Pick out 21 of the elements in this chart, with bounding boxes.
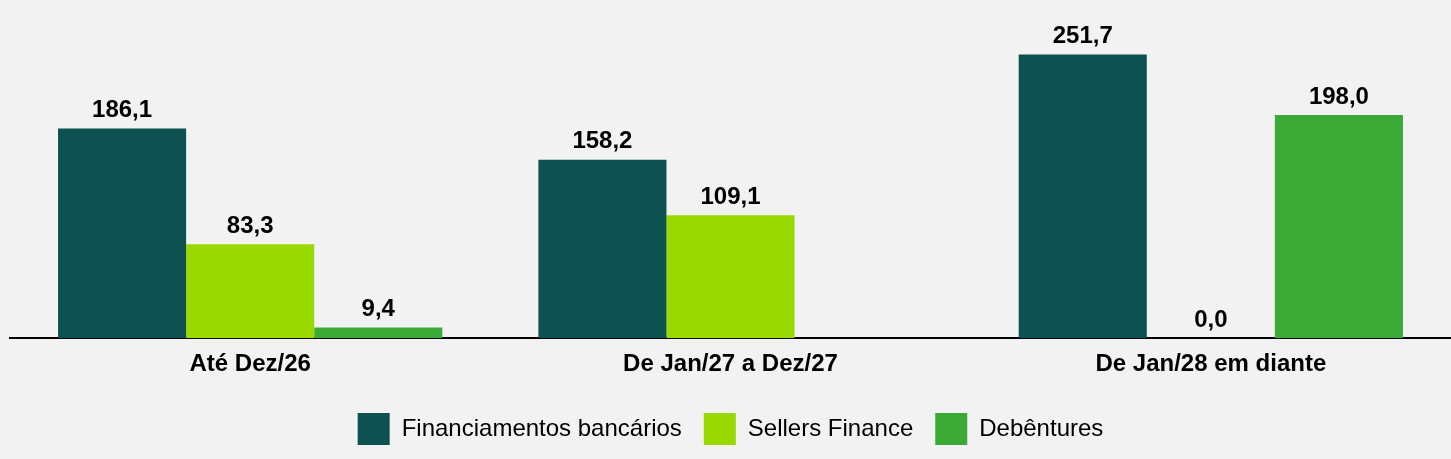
legend-label: Sellers Finance [747, 413, 914, 441]
bar [666, 215, 795, 339]
data-label: 9,4 [361, 294, 396, 322]
legend-label: Financiamentos bancários [401, 413, 682, 441]
bar [186, 244, 315, 339]
x-tick-label: Até Dez/26 [189, 349, 311, 377]
data-label: 0,0 [1194, 304, 1228, 332]
bar [58, 128, 187, 339]
x-tick-label: De Jan/27 a Dez/27 [623, 349, 838, 377]
data-label: 109,1 [700, 181, 761, 209]
bar [314, 327, 443, 339]
bar [538, 159, 667, 339]
bar [1274, 114, 1403, 339]
data-label: 83,3 [226, 210, 274, 238]
legend-label: Debêntures [979, 413, 1104, 441]
data-label: 186,1 [92, 95, 153, 123]
x-tick-label: De Jan/28 em diante [1095, 349, 1327, 377]
data-label: 251,7 [1052, 21, 1113, 49]
data-label: 158,2 [572, 126, 633, 154]
bar [1018, 54, 1147, 339]
data-label: 198,0 [1308, 81, 1369, 109]
